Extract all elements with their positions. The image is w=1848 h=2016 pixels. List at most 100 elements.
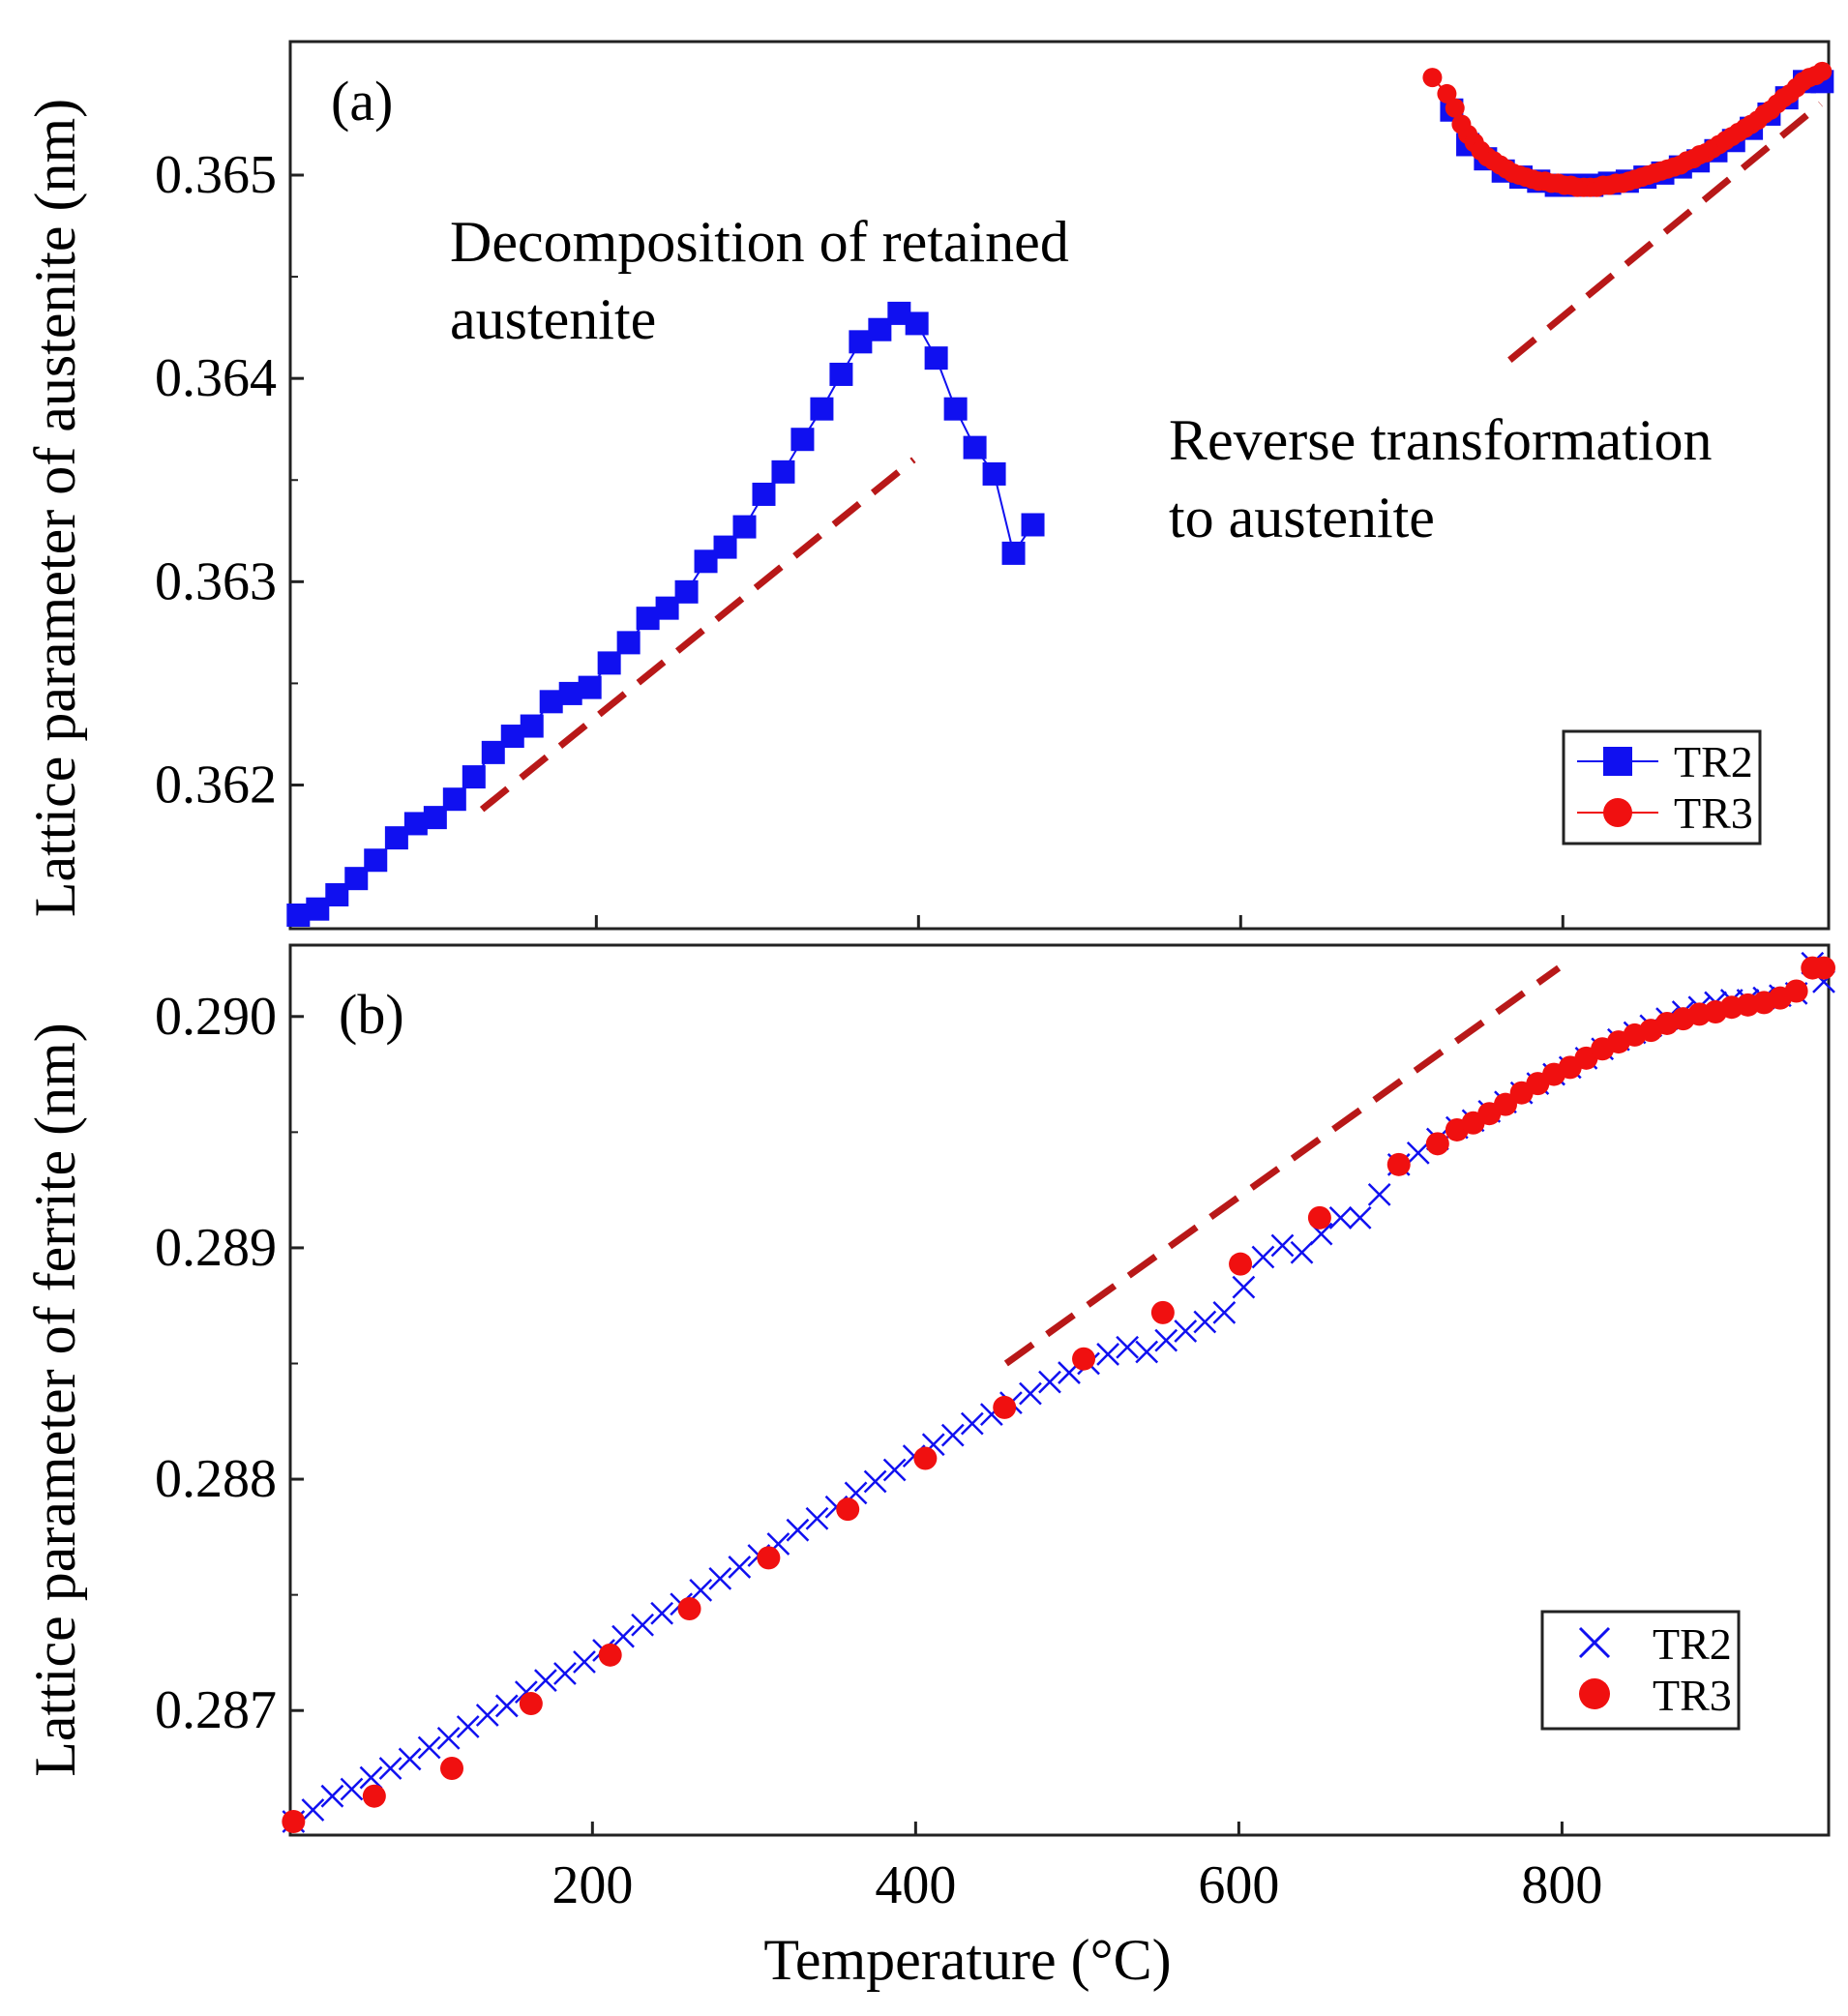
point-tr2 — [943, 397, 968, 421]
point-tr2 — [963, 435, 987, 460]
dashed-guide-line — [1507, 101, 1823, 363]
point-tr2 — [1193, 1310, 1217, 1334]
point-tr2 — [578, 675, 602, 699]
panel-b-ticks: 0.287 0.288 0.289 0.290 200 400 600 800 — [155, 987, 1602, 1915]
point-tr2 — [301, 1798, 325, 1822]
panel-a-legend: TR2 TR3 — [1562, 729, 1762, 845]
panel-a-dashed-guides — [479, 101, 1823, 813]
legend-a-tr2-label: TR2 — [1674, 737, 1753, 786]
point-tr3 — [993, 1395, 1017, 1419]
point-tr2 — [771, 460, 795, 484]
point-tr2 — [805, 1506, 829, 1530]
panel-a-chart: 0.362 0.363 0.364 0.365 (a) Decomposition o… — [23, 40, 1834, 931]
panel-a-frame — [288, 40, 1831, 931]
point-tr2 — [520, 714, 544, 738]
x-tick-label: 600 — [1198, 1855, 1279, 1915]
point-tr3 — [1150, 1300, 1175, 1324]
legend-b-tr3-label: TR3 — [1653, 1671, 1732, 1720]
point-tr3 — [1493, 1092, 1517, 1116]
legend-b-tr2-marker — [1578, 1626, 1611, 1659]
point-tr2 — [882, 1458, 907, 1482]
annotation-reverse-line2: to austenite — [1169, 486, 1435, 549]
dashed-guide-line — [479, 457, 916, 813]
y-tick-label: 0.364 — [155, 348, 277, 408]
point-tr2 — [924, 346, 948, 371]
point-tr2 — [1290, 1240, 1314, 1264]
panel-a-legend-box — [1562, 729, 1762, 845]
point-tr2 — [417, 1735, 441, 1760]
x-tick-label: 400 — [875, 1855, 956, 1915]
point-tr3 — [282, 1810, 306, 1833]
point-tr2 — [1135, 1340, 1159, 1364]
point-tr3 — [1307, 1205, 1331, 1230]
point-tr2 — [534, 1669, 557, 1693]
legend-a-tr3-label: TR3 — [1674, 788, 1753, 838]
y-tick-label: 0.290 — [155, 987, 277, 1047]
y-tick-label: 0.289 — [155, 1218, 277, 1278]
panel-a-label: (a) — [331, 70, 393, 133]
point-tr2 — [442, 787, 466, 812]
point-tr2 — [786, 1518, 810, 1542]
point-tr3 — [1445, 98, 1465, 118]
point-tr2 — [1096, 1343, 1119, 1366]
panel-b-label: (b) — [339, 983, 404, 1046]
y-tick-label: 0.365 — [155, 145, 277, 205]
legend-b-tr3-marker — [1579, 1678, 1610, 1709]
point-tr3 — [1784, 979, 1808, 1003]
x-tick-label: 800 — [1521, 1855, 1602, 1915]
legend-b-tr2-label: TR2 — [1653, 1619, 1732, 1669]
point-tr3 — [1422, 68, 1443, 88]
point-tr2 — [456, 1715, 480, 1738]
panel-a-ticks: 0.362 0.363 0.364 0.365 — [155, 145, 1565, 929]
point-tr3 — [836, 1497, 860, 1522]
point-tr2 — [905, 311, 929, 336]
point-tr2 — [631, 1613, 654, 1637]
point-tr2 — [611, 1624, 635, 1648]
point-tr3 — [519, 1692, 543, 1716]
point-tr3 — [362, 1784, 386, 1808]
point-tr2 — [1251, 1245, 1275, 1269]
point-tr3 — [598, 1643, 622, 1667]
point-tr2 — [462, 765, 486, 789]
point-tr2 — [1367, 1183, 1391, 1206]
point-tr2 — [1174, 1319, 1198, 1343]
point-tr2 — [398, 1747, 422, 1771]
point-tr2 — [810, 397, 834, 421]
point-tr3 — [1437, 83, 1457, 104]
point-tr2 — [436, 1727, 461, 1750]
point-tr2 — [863, 1469, 887, 1494]
point-tr3 — [913, 1446, 938, 1470]
point-tr2 — [378, 1757, 402, 1780]
point-tr2 — [1038, 1370, 1061, 1394]
x-tick-label: 200 — [551, 1855, 633, 1915]
point-tr2 — [1116, 1335, 1140, 1359]
panel-b-y-axis-title: Lattice parameter of ferrite (nm) — [23, 1023, 87, 1777]
point-tr2 — [650, 1601, 674, 1625]
point-tr2 — [616, 631, 641, 655]
annotation-reverse-line1: Reverse transformation — [1169, 408, 1712, 472]
point-tr2 — [597, 651, 621, 675]
point-tr2 — [732, 515, 757, 539]
y-tick-label: 0.363 — [155, 551, 277, 611]
point-tr2 — [960, 1411, 984, 1436]
point-tr2 — [1328, 1205, 1353, 1230]
panel-a-series — [286, 61, 1834, 927]
x-axis-title: Temperature (°C) — [763, 1928, 1171, 1992]
legend-a-tr3-marker — [1603, 798, 1632, 827]
point-tr2 — [674, 579, 699, 604]
point-tr2 — [340, 1777, 364, 1801]
point-tr2 — [553, 1662, 577, 1685]
point-tr3 — [1811, 956, 1835, 980]
point-tr3 — [1425, 1132, 1449, 1156]
point-tr2 — [1154, 1328, 1178, 1352]
point-tr2 — [1019, 1381, 1042, 1406]
point-tr2 — [982, 461, 1006, 486]
point-tr2 — [320, 1784, 344, 1808]
point-tr2 — [1406, 1141, 1430, 1165]
point-tr3 — [1812, 61, 1833, 81]
point-tr2 — [475, 1704, 499, 1727]
point-tr2 — [1232, 1275, 1256, 1299]
point-tr2 — [1348, 1205, 1372, 1230]
point-tr2 — [708, 1567, 732, 1590]
